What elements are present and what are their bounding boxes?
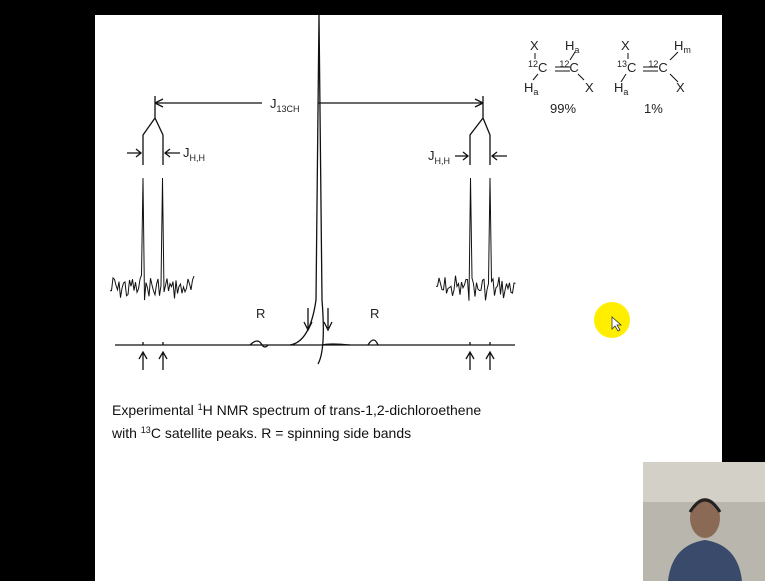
slide	[95, 15, 722, 581]
symbol: H	[565, 38, 574, 53]
text: Experimental	[112, 402, 198, 418]
caption-line: with 13C satellite peaks. R = spinning s…	[111, 425, 411, 441]
wall	[643, 462, 765, 502]
subscript: m	[683, 45, 691, 55]
atom: X	[530, 38, 539, 53]
subscript: 13CH	[277, 104, 300, 114]
caption-line: Experimental 1H NMR spectrum of trans-1,…	[112, 402, 481, 418]
text: with	[111, 425, 141, 441]
screen: J13CH JH,H JH,H R R XHa12C12CHaX99%XHm13…	[0, 0, 765, 581]
webcam	[643, 462, 765, 581]
symbol: C	[569, 60, 578, 75]
superscript: 12	[559, 59, 569, 69]
subscript: a	[623, 87, 628, 97]
subscript: a	[574, 45, 579, 55]
superscript: 13	[617, 59, 627, 69]
symbol: C	[658, 60, 667, 75]
text: H NMR spectrum of trans-1,2-dichloroethe…	[203, 402, 482, 418]
abundance: 1%	[644, 101, 663, 116]
atom: X	[676, 80, 685, 95]
sideband-label: R	[256, 306, 265, 321]
superscript: 12	[528, 59, 538, 69]
subscript: a	[533, 87, 538, 97]
symbol: C	[627, 60, 636, 75]
sideband-label: R	[370, 306, 379, 321]
superscript: 13	[141, 425, 151, 435]
superscript: 12	[648, 59, 658, 69]
atom: X	[621, 38, 630, 53]
symbol: H	[674, 38, 683, 53]
text: C satellite peaks. R = spinning side ban…	[151, 425, 411, 441]
abundance: 99%	[550, 101, 576, 116]
page: J13CH JH,H JH,H R R XHa12C12CHaX99%XHm13…	[0, 0, 765, 581]
symbol: H	[614, 80, 623, 95]
subscript: H,H	[190, 153, 206, 163]
symbol: H	[524, 80, 533, 95]
symbol: C	[538, 60, 547, 75]
atom: X	[585, 80, 594, 95]
subscript: H,H	[435, 156, 451, 166]
